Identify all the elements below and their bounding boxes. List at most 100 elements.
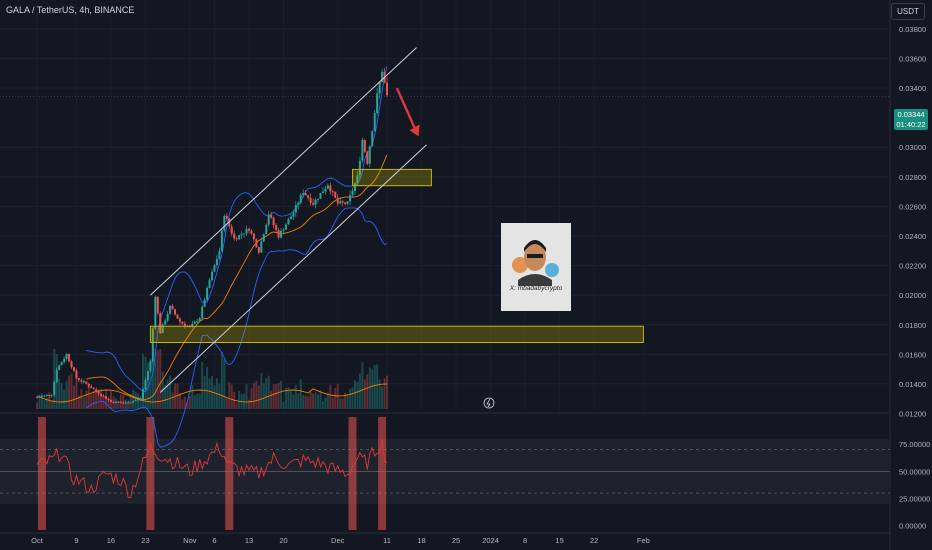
rsi-tick-label: 50.00000 bbox=[899, 467, 930, 476]
candle-body bbox=[245, 228, 248, 234]
candle-body bbox=[307, 195, 310, 199]
price-tick-label: 0.02200 bbox=[899, 262, 926, 271]
volume-bar bbox=[95, 390, 98, 409]
rsi-line bbox=[36, 439, 388, 499]
time-tick-label: 15 bbox=[555, 536, 563, 545]
candle-body bbox=[87, 383, 90, 387]
volume-bar bbox=[292, 394, 295, 409]
candle-body bbox=[154, 296, 157, 329]
candle-body bbox=[149, 361, 152, 372]
candle-body bbox=[211, 271, 214, 281]
candle-body bbox=[82, 381, 85, 383]
candle-body bbox=[282, 229, 285, 231]
volume-bar bbox=[339, 398, 342, 409]
candle-body bbox=[220, 230, 223, 251]
candle-body bbox=[146, 371, 149, 381]
volume-ma-line bbox=[36, 383, 388, 403]
rsi-highlight-column bbox=[37, 417, 46, 530]
candle-body bbox=[309, 198, 312, 203]
lightning-icon-bolt bbox=[486, 398, 491, 408]
candle-body bbox=[255, 239, 258, 248]
volume-bar bbox=[114, 398, 117, 409]
volume-bar bbox=[386, 375, 389, 409]
bb-lower-line bbox=[86, 207, 388, 448]
volume-bar bbox=[166, 379, 169, 409]
price-axis[interactable]: 0.03800 0.03600 0.03400 0.03000 0.02800 0.026… bbox=[899, 25, 930, 531]
candle-body bbox=[169, 305, 172, 314]
candle-body bbox=[344, 202, 347, 204]
candle-body bbox=[68, 354, 71, 362]
volume-bar bbox=[262, 383, 265, 409]
volume-bar bbox=[299, 379, 302, 409]
time-tick-label: 22 bbox=[590, 536, 598, 545]
time-tick-label: 16 bbox=[107, 536, 115, 545]
candle-body bbox=[70, 361, 73, 368]
volume-bar bbox=[77, 395, 80, 409]
volume-bar bbox=[280, 380, 283, 409]
volume-bar bbox=[102, 395, 105, 409]
time-axis[interactable]: Oct 9 16 23 Nov 6 13 20 Dec 11 18 25 2024 8 15 22 Feb bbox=[31, 536, 650, 545]
price-tick-label: 0.02000 bbox=[899, 291, 926, 300]
candle-body bbox=[40, 396, 43, 398]
candle-body bbox=[341, 201, 344, 203]
volume-bar bbox=[319, 390, 322, 409]
rsi-tick-label: 75.00000 bbox=[899, 440, 930, 449]
volume-bar bbox=[297, 393, 300, 409]
symbol-title[interactable]: GALA / TetherUS, 4h, BINANCE bbox=[6, 5, 135, 15]
volume-bar bbox=[80, 389, 83, 409]
candle-body bbox=[203, 299, 206, 307]
time-tick-label: Feb bbox=[637, 536, 650, 545]
candle-body bbox=[235, 238, 238, 240]
volume-bar bbox=[373, 365, 376, 409]
price-tick-label: 0.03400 bbox=[899, 84, 926, 93]
volume-bar bbox=[378, 379, 381, 409]
volume-bar bbox=[363, 379, 366, 409]
volume-bar bbox=[127, 400, 130, 409]
candle-body bbox=[124, 402, 127, 404]
volume-bar bbox=[53, 349, 56, 409]
volume-bar bbox=[151, 349, 154, 409]
candle-body bbox=[176, 314, 179, 319]
watermark-shirt bbox=[518, 274, 552, 286]
candle-body bbox=[63, 358, 66, 363]
candle-body bbox=[267, 214, 270, 225]
support-zone bbox=[149, 325, 644, 344]
arrow-head bbox=[409, 124, 420, 137]
volume-bar bbox=[171, 392, 174, 409]
candle-body bbox=[381, 71, 384, 83]
volume-bar bbox=[260, 372, 263, 409]
volume-bar bbox=[312, 393, 315, 409]
candle-body bbox=[351, 190, 354, 196]
candle-body bbox=[262, 234, 265, 242]
candle-body bbox=[228, 218, 231, 227]
candle-body bbox=[260, 241, 263, 253]
volume-bar bbox=[277, 383, 280, 409]
candle-body bbox=[321, 191, 324, 194]
volume-bar bbox=[75, 369, 78, 409]
volume-bar bbox=[149, 358, 152, 409]
candle-body bbox=[238, 234, 241, 240]
candle-body bbox=[289, 216, 292, 220]
rsi-highlight-column bbox=[225, 417, 234, 530]
rsi-tick-label: 25.00000 bbox=[899, 494, 930, 503]
candle-body bbox=[297, 202, 300, 205]
volume-bar bbox=[361, 362, 364, 409]
volume-bar bbox=[324, 397, 327, 409]
volume-bar bbox=[225, 397, 228, 409]
volume-bar bbox=[218, 383, 221, 409]
author-watermark: X: mbadabycrypto bbox=[483, 223, 571, 409]
volume-bar bbox=[238, 390, 241, 409]
rsi-band-area bbox=[0, 438, 890, 504]
currency-button[interactable]: USDT bbox=[891, 3, 925, 20]
volume-bar bbox=[141, 354, 144, 409]
candle-body bbox=[134, 400, 137, 402]
candle-body bbox=[317, 198, 320, 200]
candle-body bbox=[117, 401, 120, 403]
volume-bar bbox=[90, 393, 93, 409]
volume-bar bbox=[156, 350, 159, 409]
price-tick-label: 0.02400 bbox=[899, 232, 926, 241]
candle-body bbox=[191, 323, 194, 327]
candle-body bbox=[314, 199, 317, 205]
volume-bar bbox=[188, 395, 191, 409]
